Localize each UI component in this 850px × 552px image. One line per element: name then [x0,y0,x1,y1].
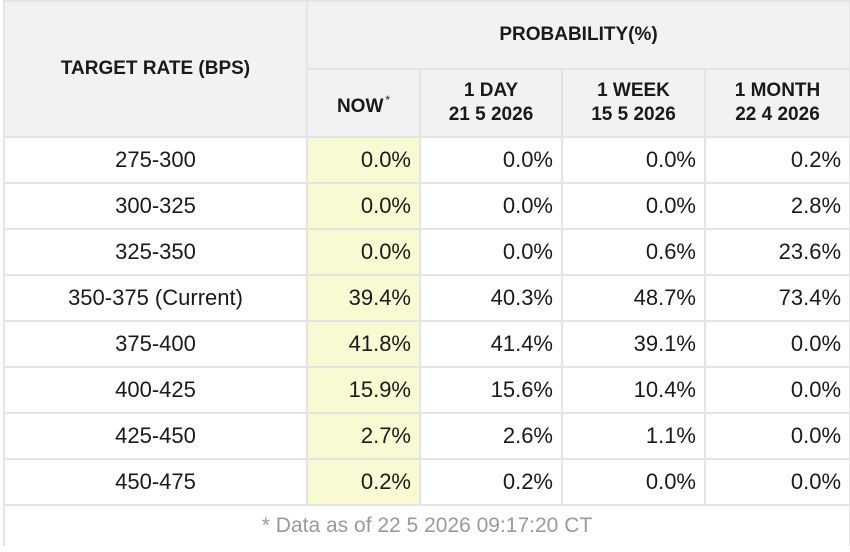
header-1-day-label: 1 DAY [463,80,519,101]
table-row: 350-375 (Current) 39.4% 40.3% 48.7% 73.4… [3,274,850,322]
1-day-probability-cell: 15.6% [419,366,563,414]
header-1-month: 1 MONTH 22 4 2026 [703,68,850,138]
header-probability: PROBABILITY(%) [305,0,850,70]
target-rate-cell: 450-475 [3,458,308,506]
table-row: 375-400 41.8% 41.4% 39.1% 0.0% [3,320,850,368]
1-week-probability-cell: 48.7% [561,274,706,322]
header-now-footnote-mark: * [385,92,391,107]
1-week-probability-cell: 39.1% [561,320,706,368]
target-rate-cell: 400-425 [3,366,308,414]
1-day-probability-cell: 0.2% [419,458,563,506]
header-1-week: 1 WEEK 15 5 2026 [561,68,706,138]
header-1-week-date: 15 5 2026 [591,104,676,125]
header-target-rate: TARGET RATE (BPS) [3,0,308,138]
header-1-day: 1 DAY 21 5 2026 [419,68,563,138]
1-day-probability-cell: 0.0% [419,182,563,230]
1-month-probability-cell: 0.0% [703,458,850,506]
data-timestamp-note: * Data as of 22 5 2026 09:17:20 CT [2,504,850,546]
now-probability-cell: 15.9% [306,366,421,414]
table-row: 300-325 0.0% 0.0% 0.0% 2.8% [3,182,850,230]
header-now-label: NOW [336,95,384,117]
now-probability-cell: 0.0% [306,228,421,276]
target-rate-cell: 425-450 [3,412,308,460]
1-week-probability-cell: 0.6% [561,228,706,276]
1-week-probability-cell: 1.1% [561,412,706,460]
table-row: 400-425 15.9% 15.6% 10.4% 0.0% [3,366,850,414]
target-rate-cell: 325-350 [3,228,308,276]
now-probability-cell: 0.2% [306,458,421,506]
1-month-probability-cell: 2.8% [703,182,850,230]
1-month-probability-cell: 0.2% [703,136,850,184]
table-row: 325-350 0.0% 0.0% 0.6% 23.6% [3,228,850,276]
target-rate-cell: 375-400 [3,320,308,368]
table-row: 450-475 0.2% 0.2% 0.0% 0.0% [3,458,850,506]
header-now: NOW * [306,68,421,138]
1-week-probability-cell: 0.0% [561,136,706,184]
1-day-probability-cell: 2.6% [419,412,563,460]
target-rate-cell: 275-300 [3,136,308,184]
table-row: 425-450 2.7% 2.6% 1.1% 0.0% [3,412,850,460]
header-1-month-date: 22 4 2026 [735,104,820,125]
1-month-probability-cell: 0.0% [703,320,850,368]
now-probability-cell: 2.7% [306,412,421,460]
target-rate-cell: 300-325 [3,182,308,230]
1-week-probability-cell: 0.0% [561,458,706,506]
1-month-probability-cell: 0.0% [703,412,850,460]
footer-row: * Data as of 22 5 2026 09:17:20 CT [2,504,850,546]
header-1-month-label: 1 MONTH [734,80,821,101]
1-month-probability-cell: 23.6% [703,228,850,276]
now-probability-cell: 0.0% [306,182,421,230]
now-probability-cell: 41.8% [306,320,421,368]
1-month-probability-cell: 73.4% [703,274,850,322]
header-1-week-label: 1 WEEK [597,80,670,101]
1-day-probability-cell: 41.4% [419,320,563,368]
1-day-probability-cell: 0.0% [419,136,563,184]
1-week-probability-cell: 0.0% [561,182,706,230]
header-1-day-date: 21 5 2026 [448,104,534,125]
target-rate-cell: 350-375 (Current) [3,274,308,322]
1-month-probability-cell: 0.0% [703,366,850,414]
now-probability-cell: 0.0% [306,136,421,184]
table-row: 275-300 0.0% 0.0% 0.0% 0.2% [3,136,850,184]
1-day-probability-cell: 0.0% [419,228,563,276]
now-probability-cell: 39.4% [306,274,421,322]
1-day-probability-cell: 40.3% [419,274,563,322]
1-week-probability-cell: 10.4% [561,366,706,414]
